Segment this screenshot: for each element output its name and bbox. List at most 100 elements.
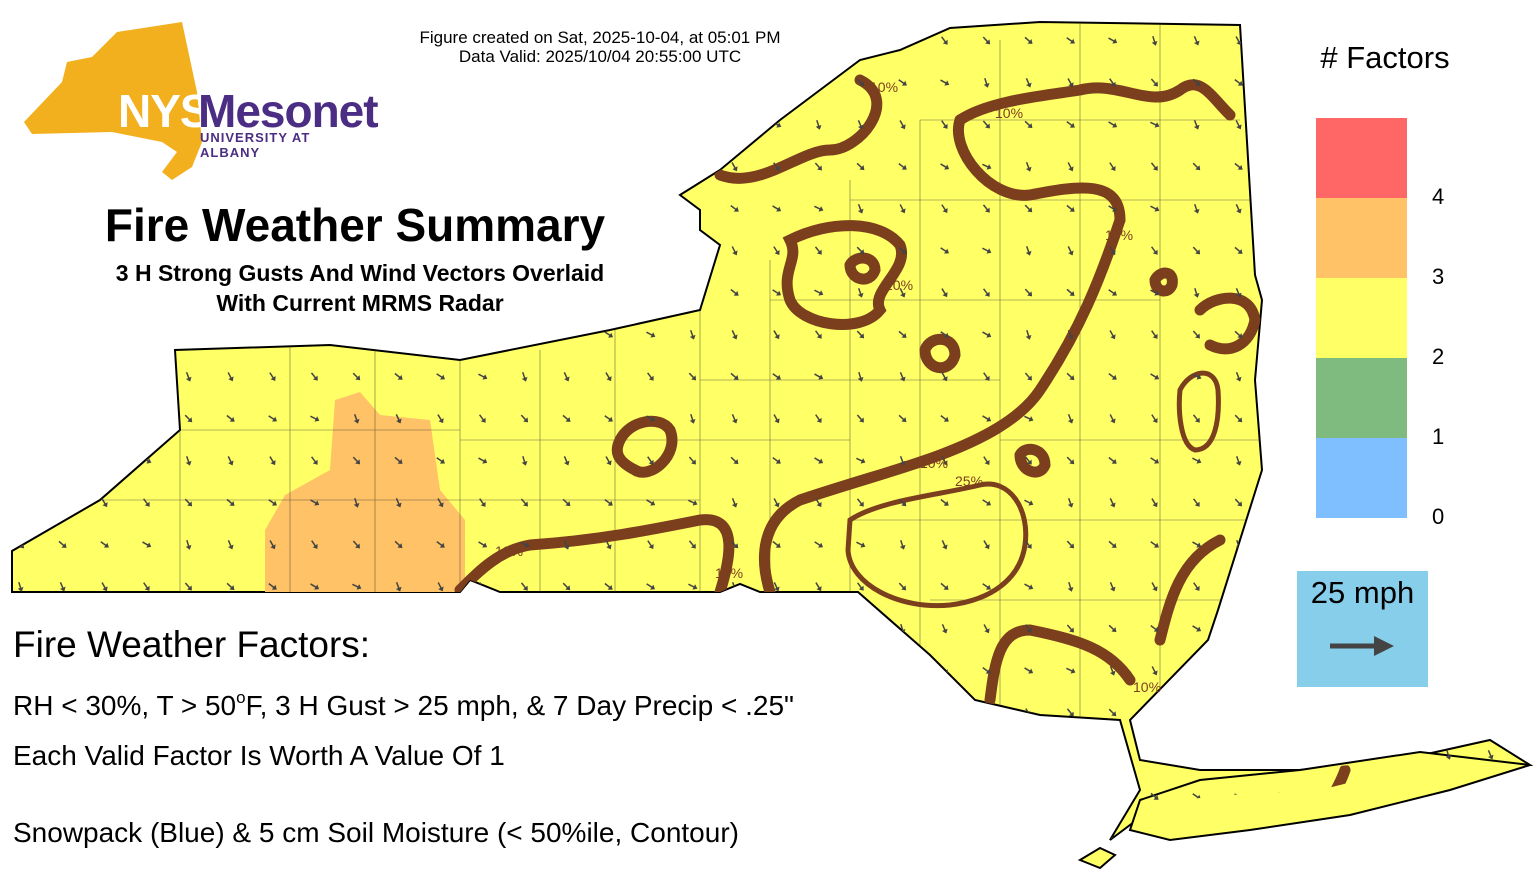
wind-vector-icon: [268, 666, 277, 674]
contour-label: 25%: [955, 473, 983, 489]
wind-vector-icon: [479, 119, 486, 130]
page-subtitle: 3 H Strong Gusts And Wind Vectors Overla…: [40, 258, 680, 318]
wind-vector-icon: [773, 666, 780, 676]
wind-vector-icon: [143, 582, 150, 591]
wind-vector-icon: [1234, 414, 1243, 423]
wind-vector-icon: [1066, 120, 1075, 128]
wind-vector-icon: [1444, 372, 1453, 380]
wind-vector-icon: [226, 666, 235, 675]
wind-vector-icon: [1024, 835, 1033, 840]
wind-vector-icon: [310, 499, 320, 506]
wind-vector-icon: [268, 415, 278, 422]
wind-vector-icon: [1361, 540, 1368, 549]
wind-vector-icon: [1487, 330, 1494, 340]
wind-vector-icon: [857, 203, 864, 214]
wind-vector-icon: [1024, 36, 1033, 44]
wind-vector-icon: [898, 834, 906, 840]
wind-vector-icon: [1066, 835, 1076, 840]
wind-vector-icon: [647, 540, 654, 550]
wind-vector-icon: [814, 330, 822, 339]
logo-university-text: UNIVERSITY AT ALBANY: [200, 130, 311, 160]
wind-vector-icon: [1487, 833, 1494, 840]
wind-vector-icon: [100, 792, 109, 800]
wind-vector-icon: [1024, 583, 1034, 590]
wind-vector-icon: [184, 498, 193, 507]
wind-vector-icon: [311, 540, 318, 549]
wind-vector-icon: [185, 455, 192, 466]
wind-vector-icon: [395, 498, 402, 508]
wind-vector-icon: [898, 414, 907, 423]
wind-vector-icon: [899, 288, 906, 298]
wind-vector-icon: [899, 455, 906, 466]
wind-vector-icon: [1486, 373, 1496, 380]
wind-vector-icon: [1192, 625, 1202, 632]
wind-vector-icon: [1192, 78, 1201, 87]
wind-vector-icon: [815, 414, 822, 423]
wind-vector-icon: [437, 330, 444, 340]
wind-vector-icon: [982, 499, 992, 506]
wind-vector-icon: [1109, 749, 1116, 760]
wind-vector-icon: [1066, 667, 1076, 674]
wind-vector-icon: [940, 163, 950, 170]
wind-vector-icon: [59, 582, 66, 592]
wind-vector-icon: [1486, 457, 1495, 464]
wind-vector-icon: [1024, 540, 1032, 549]
wind-vector-icon: [562, 79, 572, 86]
wind-vector-icon: [1193, 203, 1200, 214]
wind-vector-icon: [688, 624, 696, 633]
wind-vector-icon: [1276, 247, 1285, 254]
wind-vector-icon: [436, 457, 445, 464]
legend-title: # Factors: [1320, 40, 1450, 75]
wind-vector-icon: [436, 78, 444, 87]
wind-vector-icon: [521, 371, 528, 382]
wind-vector-icon: [1444, 456, 1453, 464]
wind-vector-icon: [856, 541, 866, 548]
wind-vector-icon: [940, 498, 949, 506]
wind-vector-icon: [1109, 330, 1116, 340]
wind-vector-icon: [982, 750, 991, 758]
wind-vector-icon: [1151, 414, 1158, 424]
wind-vector-icon: [1109, 582, 1116, 592]
wind-vector-icon: [941, 456, 948, 466]
wind-vector-icon: [395, 581, 402, 592]
wind-vector-icon: [1150, 373, 1160, 380]
figure-created-text: Figure created on Sat, 2025-10-04, at 05…: [419, 28, 781, 47]
wind-vector-icon: [941, 624, 948, 634]
wind-vector-icon: [227, 456, 234, 466]
wind-vector-icon: [1445, 162, 1452, 172]
wind-vector-icon: [310, 372, 318, 381]
wind-vector-icon: [563, 120, 570, 130]
wind-vector-icon: [898, 79, 907, 86]
wind-vector-icon: [184, 330, 193, 339]
wind-vector-icon: [1319, 540, 1326, 550]
wind-vector-icon: [982, 331, 992, 338]
wind-vector-icon: [857, 371, 864, 382]
wind-vector-icon: [773, 246, 780, 256]
wind-vector-icon: [1109, 246, 1116, 256]
wind-vector-icon: [394, 792, 402, 801]
wind-vector-icon: [352, 667, 362, 674]
wind-vector-icon: [1486, 37, 1496, 44]
wind-vector-icon: [311, 792, 318, 802]
wind-vector-icon: [1486, 708, 1495, 716]
wind-vector-icon: [101, 414, 108, 424]
wind-vector-icon: [478, 414, 486, 423]
wind-vector-icon: [1109, 665, 1116, 676]
wind-vector-icon: [1151, 35, 1158, 46]
wind-vector-icon: [1276, 79, 1286, 86]
wind-vector-icon: [730, 624, 739, 633]
wind-vector-icon: [983, 77, 990, 88]
figure-timestamp: Figure created on Sat, 2025-10-04, at 05…: [330, 28, 870, 66]
wind-vector-icon: [1108, 372, 1117, 380]
wind-vector-icon: [982, 666, 991, 674]
wind-vector-icon: [1192, 709, 1202, 716]
wind-vector-icon: [1277, 204, 1284, 214]
wind-vector-icon: [646, 372, 654, 381]
wind-vector-icon: [1234, 582, 1242, 591]
wind-vector-icon: [1276, 750, 1285, 759]
wind-vector-icon: [1150, 121, 1160, 128]
wind-vector-icon: [773, 414, 780, 424]
wind-vector-icon: [185, 371, 192, 382]
wind-vector-icon: [1234, 625, 1244, 632]
wind-vector-icon: [646, 583, 656, 590]
